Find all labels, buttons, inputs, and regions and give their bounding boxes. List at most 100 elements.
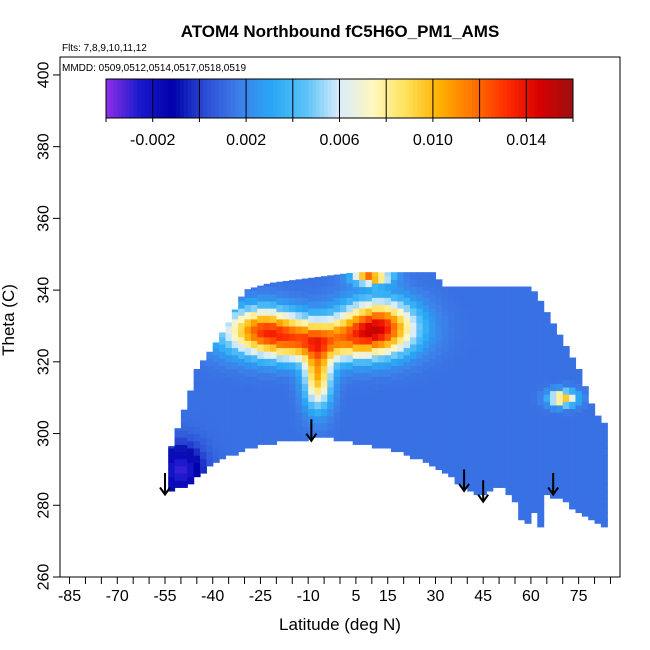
heatmap-cell	[257, 300, 265, 309]
heatmap-cell	[378, 419, 386, 427]
colorbar-swatch	[401, 79, 407, 118]
heatmap-cell	[390, 429, 398, 438]
heatmap-cell	[200, 379, 207, 388]
heatmap-cell	[384, 290, 392, 298]
heatmap-cell	[244, 290, 252, 298]
heatmap-cell	[244, 333, 252, 341]
heatmap-cell	[492, 286, 500, 295]
heatmap-cell	[200, 465, 207, 474]
heatmap-cell	[352, 415, 360, 424]
heatmap-cell	[460, 415, 468, 424]
heatmap-cell	[238, 394, 246, 402]
heatmap-cell	[403, 282, 411, 291]
heatmap-cell	[429, 322, 437, 331]
heatmap-cell	[225, 325, 233, 334]
colorbar-swatch	[358, 79, 364, 118]
heatmap-cell	[435, 347, 443, 356]
heatmap-cell	[550, 426, 557, 435]
heatmap-cell	[250, 311, 258, 320]
heatmap-cell	[511, 365, 519, 374]
heatmap-cell	[308, 322, 316, 331]
colorbar-swatch	[296, 79, 302, 118]
colorbar-swatch	[285, 79, 290, 118]
heatmap-cell	[556, 462, 564, 471]
heatmap-cell	[308, 277, 316, 280]
heatmap-cell	[384, 340, 392, 349]
heatmap-cell	[511, 322, 519, 331]
heatmap-cell	[289, 290, 297, 298]
heatmap-cell	[537, 383, 545, 392]
heatmap-cell	[562, 415, 570, 424]
heatmap-cell	[384, 412, 392, 420]
colorbar-swatch	[499, 79, 504, 118]
profile-arrow-head	[547, 486, 559, 497]
heatmap-cell	[378, 397, 386, 406]
heatmap-cell	[524, 308, 532, 316]
heatmap-cell	[486, 397, 494, 406]
heatmap-cell	[480, 286, 487, 295]
heatmap-cell	[594, 494, 602, 503]
heatmap-cell	[289, 282, 297, 291]
heatmap-cell	[219, 379, 227, 388]
heatmap-cell	[543, 451, 551, 460]
heatmap-cell	[200, 401, 207, 410]
heatmap-cell	[537, 333, 545, 341]
heatmap-cell	[575, 490, 583, 499]
heatmap-cell	[530, 498, 538, 506]
heatmap-cell	[422, 369, 430, 377]
heatmap-cell	[422, 433, 430, 442]
heatmap-cell	[511, 473, 519, 481]
heatmap-cell	[550, 440, 557, 449]
heatmap-cell	[301, 354, 309, 363]
heatmap-cell	[320, 386, 328, 395]
colorbar-swatch	[541, 79, 547, 118]
heatmap-cell	[340, 304, 347, 313]
heatmap-cell	[518, 469, 526, 478]
heatmap-cell	[499, 300, 507, 309]
heatmap-cell	[289, 325, 297, 334]
heatmap-cell	[282, 297, 290, 306]
heatmap-cell	[416, 437, 424, 445]
heatmap-cell	[492, 343, 500, 352]
heatmap-cell	[270, 372, 277, 381]
heatmap-cell	[467, 426, 475, 435]
heatmap-cell	[511, 451, 519, 460]
heatmap-cell	[314, 401, 322, 410]
heatmap-cell	[499, 401, 507, 410]
heatmap-cell	[473, 408, 481, 417]
heatmap-cell	[422, 412, 430, 420]
heatmap-cell	[397, 329, 405, 338]
heatmap-cell	[435, 282, 443, 291]
colorbar-swatch	[534, 79, 539, 118]
heatmap-cell	[257, 322, 265, 331]
heatmap-cell	[200, 415, 207, 424]
heatmap-cell	[435, 426, 443, 435]
heatmap-cell	[422, 347, 430, 356]
heatmap-cell	[390, 336, 398, 345]
heatmap-cell	[530, 469, 538, 478]
heatmap-cell	[200, 429, 207, 438]
heatmap-cell	[231, 325, 239, 334]
colorbar-swatch	[222, 79, 228, 118]
heatmap-cell	[289, 354, 297, 363]
heatmap-cell	[403, 297, 411, 306]
heatmap-cell	[441, 351, 449, 359]
heatmap-cell	[518, 512, 526, 521]
heatmap-cell	[257, 308, 265, 316]
heatmap-cell	[346, 390, 354, 399]
heatmap-cell	[212, 397, 220, 406]
heatmap-cell	[505, 372, 513, 381]
heatmap-cell	[276, 318, 284, 327]
heatmap-cell	[193, 369, 201, 377]
heatmap-cell	[600, 476, 608, 485]
heatmap-cell	[193, 383, 201, 392]
heatmap-cell	[505, 458, 513, 467]
heatmap-cell	[575, 390, 583, 399]
colorbar-swatch	[129, 79, 134, 118]
heatmap-cell	[340, 325, 347, 334]
heatmap-cell	[187, 419, 195, 427]
heatmap-cell	[467, 483, 475, 492]
heatmap-cell	[600, 455, 608, 463]
heatmap-cell	[562, 429, 570, 438]
heatmap-cell	[467, 297, 475, 306]
